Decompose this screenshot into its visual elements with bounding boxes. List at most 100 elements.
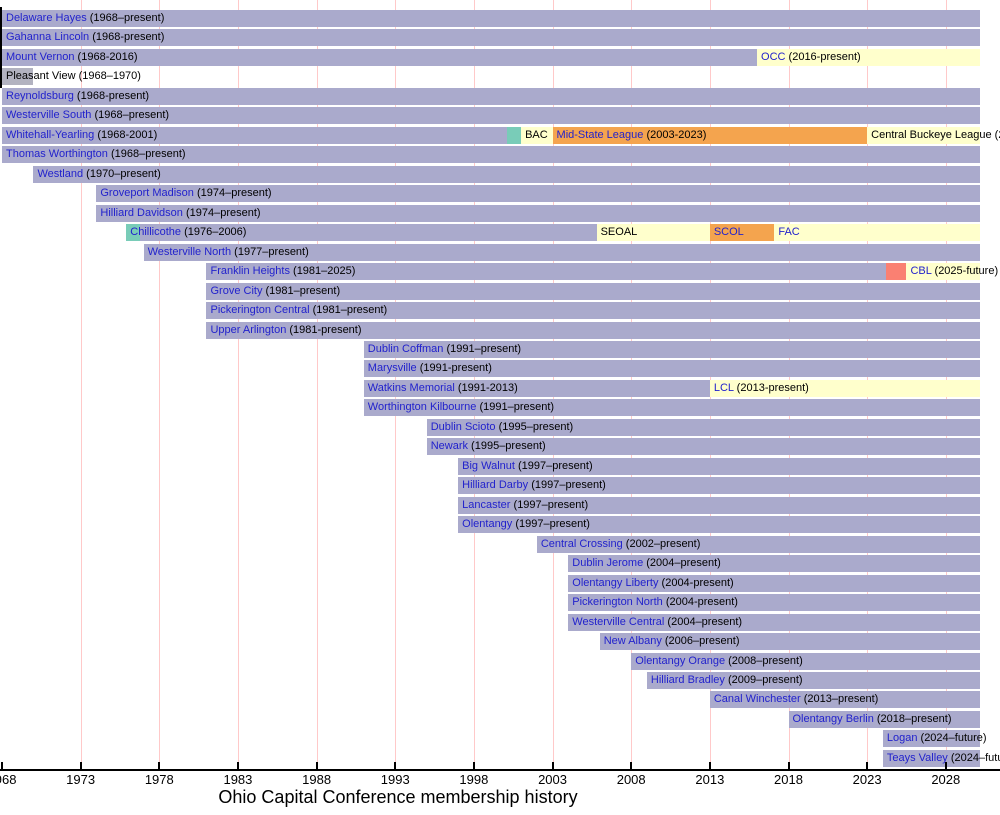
axis-tick <box>158 762 161 770</box>
axis-year-label: 2028 <box>931 772 961 787</box>
membership-bar-segment <box>206 263 887 281</box>
league-label: CBL (2025-future) <box>910 263 998 280</box>
school-row-label: Dublin Scioto (1995–present) <box>431 419 574 436</box>
school-link[interactable]: Delaware Hayes <box>6 12 87 24</box>
membership-bar-segment <box>568 555 981 573</box>
school-tenure: (1974–present) <box>193 187 272 200</box>
school-link[interactable]: Grove City <box>210 284 263 297</box>
school-link[interactable]: Westland <box>37 167 84 180</box>
axis-year-label: 2018 <box>774 772 803 787</box>
school-link[interactable]: Watkins Memorial <box>367 381 455 394</box>
school-tenure: (1995–present) <box>468 440 546 453</box>
school-row-label: Worthington Kilbourne (1991–present) <box>368 399 554 416</box>
school-link[interactable]: Franklin Heights <box>210 265 290 278</box>
school-link[interactable]: Westerville South <box>6 109 92 122</box>
school-tenure: (1981–present) <box>262 284 341 297</box>
school-link[interactable]: Pickerington North <box>572 596 663 609</box>
school-tenure: (1997–present) <box>512 518 590 531</box>
school-tenure: (1968-2001) <box>94 128 158 141</box>
axis-year-label: 1968 <box>0 772 17 787</box>
school-link[interactable]: Gahanna Lincoln <box>6 31 90 44</box>
school-row-label: Westland (1970–present) <box>37 166 160 183</box>
school-row-label: Lancaster (1997–present) <box>462 497 588 514</box>
school-row-label: Olentangy (1997–present) <box>462 516 590 533</box>
school-link[interactable]: New Albany <box>603 635 662 648</box>
axis-year-label: 1988 <box>302 772 332 787</box>
school-link[interactable]: Marysville <box>367 362 417 375</box>
school-link[interactable]: Olentangy <box>462 518 513 531</box>
league-label: OCC (2016-present) <box>761 49 861 66</box>
axis-tick <box>394 762 397 770</box>
league-label-text: (2013-present) <box>733 381 809 394</box>
league-label-text: (2003-2023) <box>643 128 707 141</box>
axis-year-label: 2003 <box>538 772 567 787</box>
school-link[interactable]: Pickerington Central <box>210 304 310 317</box>
school-tenure: (2009–present) <box>724 673 803 686</box>
school-row-label: Chillicothe (1976–2006) <box>130 224 246 241</box>
school-link[interactable]: Chillicothe <box>130 226 182 239</box>
school-link[interactable]: Canal Winchester <box>713 693 801 706</box>
school-row-label: Pleasant View (1968–1970) <box>6 68 141 85</box>
school-name: Pleasant View <box>6 70 76 83</box>
school-link[interactable]: Groveport Madison <box>100 187 194 200</box>
school-link[interactable]: Olentangy Orange <box>635 654 726 667</box>
school-link[interactable]: Teays Valley <box>886 751 948 764</box>
school-link[interactable]: Lancaster <box>462 498 511 511</box>
membership-bar-segment <box>96 185 981 203</box>
school-link[interactable]: Hilliard Bradley <box>650 673 725 686</box>
membership-bar-segment <box>568 594 981 612</box>
league-label: LCL (2013-present) <box>714 380 809 397</box>
school-row-label: Franklin Heights (1981–2025) <box>210 263 355 280</box>
school-row-label: Newark (1995–present) <box>431 438 546 455</box>
school-link[interactable]: Westerville North <box>147 245 232 258</box>
school-link[interactable]: Worthington Kilbourne <box>367 401 477 414</box>
league-link[interactable]: LCL <box>713 381 734 394</box>
axis-tick <box>551 762 554 770</box>
school-tenure: (1968–present) <box>107 148 186 161</box>
school-link[interactable]: Hilliard Darby <box>462 479 529 492</box>
school-link[interactable]: Dublin Jerome <box>572 557 644 570</box>
school-link[interactable]: Westerville Central <box>572 615 665 628</box>
league-label: Central Buckeye League (2023-present) <box>871 127 1000 144</box>
school-link[interactable]: Hilliard Davidson <box>100 206 183 219</box>
school-row-label: Thomas Worthington (1968–present) <box>6 146 186 163</box>
membership-bar-segment <box>709 379 981 397</box>
school-link[interactable]: Upper Arlington <box>210 323 287 336</box>
league-link[interactable]: Mid-State League <box>556 128 644 141</box>
league-link[interactable]: FAC <box>778 226 800 239</box>
school-link[interactable]: Logan <box>886 732 918 745</box>
axis-tick <box>1 762 3 770</box>
school-row-label: Central Crossing (2002–present) <box>541 536 701 553</box>
school-tenure: (1997–present) <box>510 498 589 511</box>
school-link[interactable]: Olentangy Liberty <box>572 576 659 589</box>
school-link[interactable]: Thomas Worthington <box>6 148 108 161</box>
school-link[interactable]: Whitehall-Yearling <box>6 128 95 141</box>
school-tenure: (1968–1970) <box>75 70 141 83</box>
membership-bar-segment <box>2 146 981 164</box>
membership-bar-segment <box>882 730 981 748</box>
school-tenure: (2018–present) <box>873 712 952 725</box>
school-row-label: Westerville North (1977–present) <box>148 244 309 261</box>
league-link[interactable]: CBL <box>910 265 932 278</box>
school-row-label: Marysville (1991-present) <box>368 360 492 377</box>
school-tenure: (2008–present) <box>725 654 803 667</box>
axis-year-label: 1978 <box>144 772 174 787</box>
school-link[interactable]: Reynoldsburg <box>6 89 74 102</box>
league-link[interactable]: SCOL <box>713 226 744 239</box>
school-link[interactable]: Newark <box>430 440 468 453</box>
league-label-text: BAC <box>525 128 548 141</box>
school-link[interactable]: Dublin Coffman <box>367 342 444 355</box>
league-link[interactable]: OCC <box>761 50 786 63</box>
school-link[interactable]: Central Crossing <box>540 537 623 550</box>
school-row-label: Hilliard Darby (1997–present) <box>462 477 606 494</box>
school-row-label: Westerville South (1968–present) <box>6 107 169 124</box>
school-row-label: Canal Winchester (2013–present) <box>714 691 879 708</box>
school-link[interactable]: Big Walnut <box>462 459 515 472</box>
school-row-label: Groveport Madison (1974–present) <box>100 185 271 202</box>
school-link[interactable]: Mount Vernon <box>6 50 75 63</box>
school-link[interactable]: Olentangy Berlin <box>792 712 874 725</box>
school-link[interactable]: Dublin Scioto <box>430 420 496 433</box>
school-row-label: Westerville Central (2004–present) <box>572 614 742 631</box>
school-tenure: (1974–present) <box>182 206 261 219</box>
membership-bar-segment <box>2 48 758 66</box>
